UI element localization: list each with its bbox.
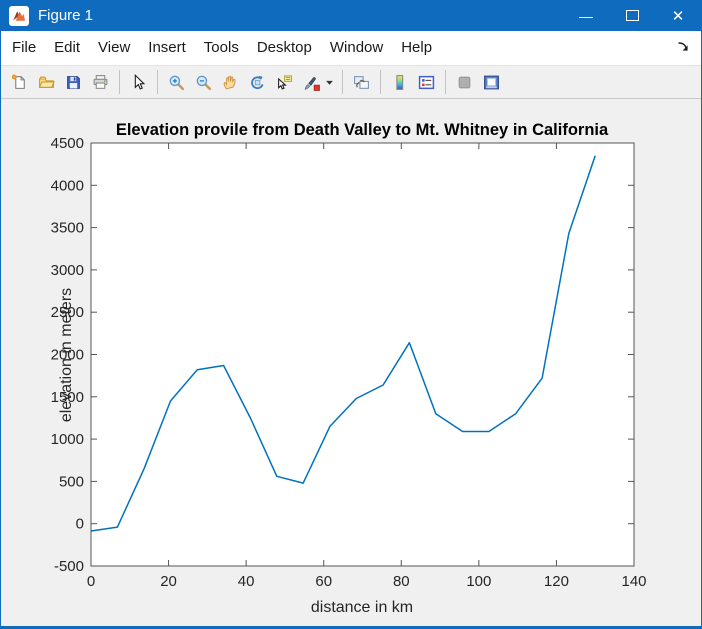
y-tick-label: -500 [54,558,84,575]
y-tick-label: 1500 [51,389,84,406]
menu-desktop[interactable]: Desktop [256,39,312,56]
y-tick-label: 2000 [51,347,84,364]
rotate-3d-icon [249,74,266,91]
data-cursor-icon [276,74,293,91]
pan-icon [222,74,239,91]
x-tick-label: 0 [87,573,95,590]
y-axis-label: elevation in meters [58,288,75,422]
menu-tools[interactable]: Tools [203,39,239,56]
menubar: File Edit View Insert Tools Desktop Window Help [1,31,701,66]
y-tick-label: 500 [59,473,84,490]
close-icon: ✕ [671,7,685,25]
maximize-icon [625,10,639,21]
print-figure-button[interactable] [88,70,113,95]
save-figure-button[interactable] [61,70,86,95]
insert-legend-icon [418,74,435,91]
close-button[interactable]: ✕ [655,0,701,31]
brush-dropdown-button[interactable] [323,70,336,95]
zoom-out-button[interactable] [191,70,216,95]
menu-file[interactable]: File [12,39,37,56]
data-cursor-button[interactable] [272,70,297,95]
brush-dropdown-icon [325,78,334,87]
zoom-in-icon [168,74,185,91]
show-plot-tools-icon [483,74,500,91]
dock-figure-icon[interactable] [676,40,691,60]
y-tick-label: 2500 [51,304,84,321]
toolbar-separator [380,70,381,94]
x-tick-label: 120 [544,573,569,590]
brush-button[interactable] [299,70,324,95]
x-tick-label: 80 [393,573,410,590]
x-tick-label: 140 [621,573,646,590]
menu-window[interactable]: Window [329,39,384,56]
insert-legend-button[interactable] [414,70,439,95]
open-file-button[interactable] [34,70,59,95]
hide-plot-tools-button[interactable] [452,70,477,95]
x-tick-label: 40 [238,573,255,590]
new-figure-button[interactable] [7,70,32,95]
zoom-in-button[interactable] [164,70,189,95]
y-tick-label: 4000 [51,177,84,194]
brush-icon [303,74,320,91]
new-figure-icon [11,74,28,91]
axes: 0 20 40 60 80 100 120 140-500050010001500200025… [51,121,647,616]
figure-canvas: 0 20 40 60 80 100 120 140 -500 0 500 1000 1500 2000 25… [1,99,701,626]
y-tick-label: 3000 [51,262,84,279]
x-axis-label: distance in km [311,599,413,616]
pan-button[interactable] [218,70,243,95]
x-tick-label: 60 [315,573,332,590]
hide-plot-tools-icon [456,74,473,91]
elevation-line [90,155,596,532]
show-plot-tools-button[interactable] [479,70,504,95]
titlebar[interactable]: Figure 1 — ✕ [1,0,701,31]
y-tick-label: 0 [76,516,84,533]
toolbar-separator [119,70,120,94]
y-tick-label: 1000 [51,431,84,448]
rotate-3d-button[interactable] [245,70,270,95]
matlab-logo-icon [9,5,29,26]
insert-colorbar-icon [391,74,408,91]
link-plot-button[interactable] [349,70,374,95]
save-figure-icon [65,74,82,91]
window-controls: — ✕ [563,0,701,31]
toolbar [1,66,701,99]
menu-insert[interactable]: Insert [148,39,186,56]
menu-view[interactable]: View [98,39,131,56]
open-file-icon [38,74,55,91]
toolbar-separator [342,70,343,94]
x-tick-label: 20 [160,573,177,590]
menu-help[interactable]: Help [401,39,433,56]
menu-edit[interactable]: Edit [54,39,81,56]
edit-plot-icon [130,73,147,91]
chart-title: Elevation provile from Death Valley to M… [116,121,609,139]
y-tick-label: 3500 [51,220,84,237]
toolbar-separator [445,70,446,94]
toolbar-separator [157,70,158,94]
insert-colorbar-button[interactable] [387,70,412,95]
minimize-icon: — [579,7,593,24]
window-title: Figure 1 [38,7,94,24]
maximize-button[interactable] [609,0,655,31]
y-tick-label: 4500 [51,135,84,152]
x-tick-label: 100 [466,573,491,590]
edit-plot-button[interactable] [126,70,151,95]
zoom-out-icon [195,74,212,91]
link-plot-icon [353,74,370,91]
minimize-button[interactable]: — [563,0,609,31]
print-figure-icon [92,74,109,91]
